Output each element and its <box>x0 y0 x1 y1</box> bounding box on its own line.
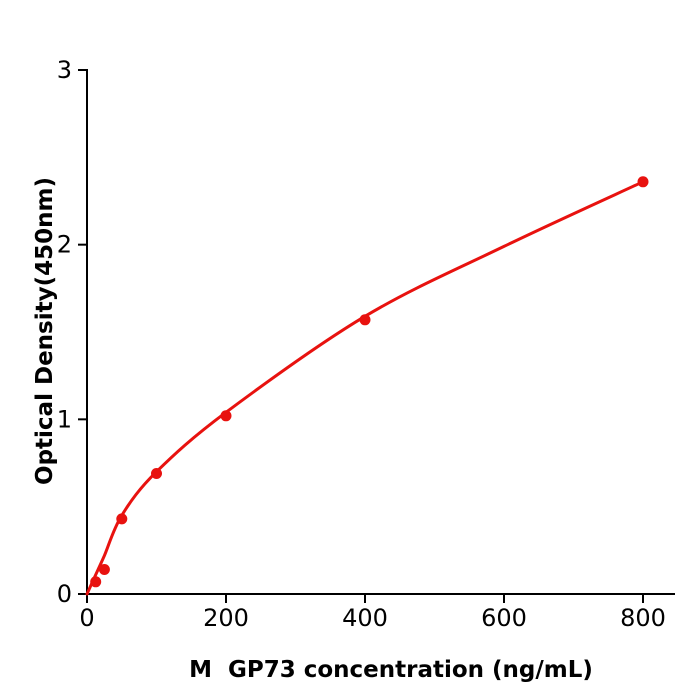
data-points <box>90 176 649 588</box>
data-point <box>98 564 110 575</box>
x-tick-label: 200 <box>203 604 249 632</box>
data-point <box>116 513 128 525</box>
data-point <box>151 468 162 479</box>
data-point <box>220 410 232 422</box>
x-axis-title: M GP73 concentration (ng/mL) <box>189 657 593 683</box>
x-tick-label: 800 <box>620 604 666 632</box>
standard-curve-line <box>85 180 645 596</box>
y-tick-label: 2 <box>57 231 72 259</box>
y-axis-title: Optical Density(450nm) <box>32 177 58 485</box>
data-point <box>359 314 371 326</box>
y-axis-ticks: 0 1 2 3 <box>57 56 87 608</box>
y-tick-label: 1 <box>57 405 72 433</box>
x-tick-label: 600 <box>481 604 527 632</box>
data-point <box>637 176 649 188</box>
x-tick-label: 400 <box>342 604 388 632</box>
data-point <box>90 576 102 588</box>
y-tick-label: 0 <box>57 580 72 608</box>
x-axis-ticks: 0 200 400 600 800 <box>79 594 666 632</box>
y-tick-label: 3 <box>57 56 72 84</box>
axes: 0 200 400 600 800 0 1 2 3 <box>57 56 675 632</box>
x-tick-label: 0 <box>79 604 94 632</box>
